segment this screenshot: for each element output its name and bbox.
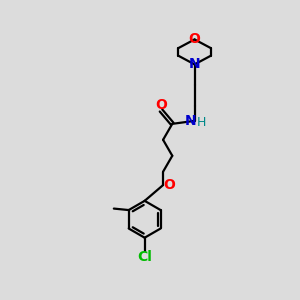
- Text: O: O: [164, 178, 176, 192]
- Text: N: N: [189, 57, 200, 71]
- Text: H: H: [196, 116, 206, 129]
- Text: Cl: Cl: [137, 250, 152, 264]
- Text: N: N: [184, 114, 196, 128]
- Text: O: O: [189, 32, 200, 46]
- Text: O: O: [155, 98, 167, 112]
